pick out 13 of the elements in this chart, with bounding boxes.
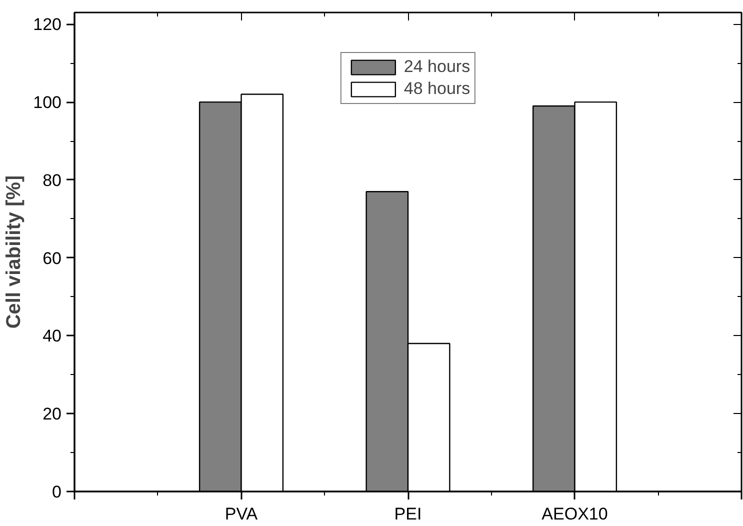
x-tick-label: PEI — [394, 504, 422, 524]
y-axis-title: Cell viability [%] — [3, 175, 26, 329]
legend-label: 48 hours — [404, 79, 470, 99]
y-tick-label: 60 — [42, 248, 62, 268]
y-tick-label: 120 — [33, 15, 62, 34]
y-tick-label: 40 — [42, 326, 62, 346]
y-tick-label: 80 — [42, 170, 62, 190]
y-tick-label: 20 — [42, 404, 62, 424]
legend-label: 24 hours — [404, 57, 470, 77]
x-tick-label: AEOX10 — [542, 504, 608, 524]
y-tick-label: 100 — [33, 93, 62, 112]
y-tick-label: 0 — [52, 482, 62, 502]
x-tick-label: PVA — [224, 504, 258, 524]
